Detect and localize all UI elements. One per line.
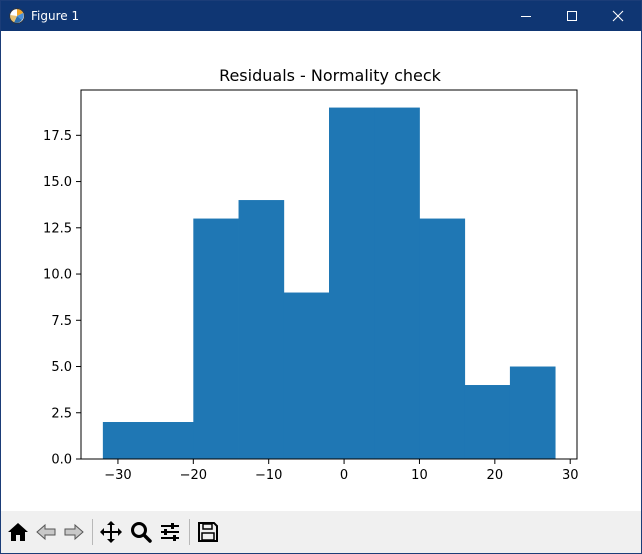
x-tick-label: −30 (104, 468, 131, 483)
y-tick-label: 17.5 (43, 129, 72, 144)
toolbar-separator (189, 519, 190, 545)
y-tick-label: 12.5 (43, 221, 72, 236)
toolbar-separator (92, 519, 93, 545)
y-tick-label: 10.0 (43, 268, 72, 283)
forward-button[interactable] (60, 518, 88, 546)
x-tick-label: 30 (562, 468, 579, 483)
x-axis-ticks: −30 −20 −10 0 10 20 30 (104, 459, 578, 483)
floppy-disk-icon (198, 522, 218, 542)
navigation-toolbar (1, 511, 641, 553)
configure-subplots-button[interactable] (156, 518, 184, 546)
histogram-bar (148, 422, 194, 459)
close-button[interactable] (595, 1, 641, 31)
save-button[interactable] (194, 518, 222, 546)
maximize-button[interactable] (549, 1, 595, 31)
maximize-icon (567, 11, 577, 21)
y-tick-label: 15.0 (43, 175, 72, 190)
y-tick-label: 5.0 (51, 360, 72, 375)
histogram-bar (102, 422, 149, 459)
x-tick-label: −10 (255, 468, 282, 483)
histogram-bar (283, 292, 330, 459)
figure-canvas[interactable]: Residuals - Normality check −30 −20 −10 0 10… (1, 31, 641, 511)
y-tick-label: 7.5 (51, 314, 72, 329)
y-tick-label: 2.5 (51, 406, 72, 421)
magnifier-icon (131, 522, 152, 543)
histogram-bar (374, 107, 420, 459)
histogram-bar (193, 218, 239, 459)
histogram-bar (509, 366, 556, 459)
title-bar[interactable]: Figure 1 (1, 1, 641, 31)
zoom-button[interactable] (127, 518, 155, 546)
home-icon (8, 523, 28, 541)
chart-title: Residuals - Normality check (219, 66, 442, 85)
histogram-bar (464, 385, 511, 459)
x-tick-label: 20 (487, 468, 504, 483)
back-arrow-icon (36, 523, 56, 541)
y-axis-ticks: 0.0 2.5 5.0 7.5 10.0 12.5 15.0 17.5 (43, 129, 81, 468)
minimize-button[interactable] (503, 1, 549, 31)
x-tick-label: 0 (340, 468, 348, 483)
close-icon (612, 10, 624, 22)
forward-arrow-icon (64, 523, 84, 541)
sliders-icon (161, 523, 179, 541)
x-tick-label: 10 (411, 468, 428, 483)
x-tick-label: −20 (180, 468, 207, 483)
back-button[interactable] (32, 518, 60, 546)
home-button[interactable] (4, 518, 32, 546)
move-icon (100, 521, 122, 543)
histogram-bar (419, 218, 466, 459)
y-tick-label: 0.0 (51, 453, 72, 468)
histogram-chart: Residuals - Normality check −30 −20 −10 0 10… (43, 66, 578, 483)
window-title: Figure 1 (31, 9, 80, 23)
histogram-bars (102, 107, 556, 460)
matplotlib-logo-icon (9, 8, 25, 24)
pan-button[interactable] (97, 518, 125, 546)
histogram-bar (329, 107, 375, 459)
histogram-bar (238, 200, 285, 460)
minimize-icon (521, 16, 531, 17)
